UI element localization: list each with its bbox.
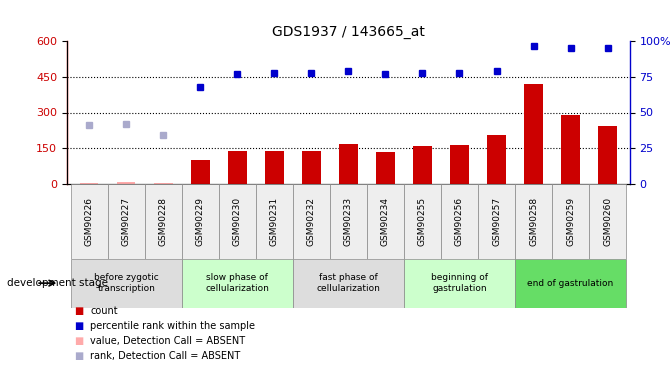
Bar (154, 183, 173, 184)
Text: GSM90258: GSM90258 (529, 196, 538, 246)
Text: percentile rank within the sample: percentile rank within the sample (90, 321, 255, 331)
Bar (265, 150, 283, 184)
Text: value, Detection Call = ABSENT: value, Detection Call = ABSENT (90, 336, 246, 346)
Text: GSM90257: GSM90257 (492, 196, 501, 246)
Bar (256, 184, 293, 259)
Text: ■: ■ (74, 336, 83, 346)
Text: before zygotic
transcription: before zygotic transcription (94, 273, 159, 293)
Bar (330, 184, 367, 259)
Text: GSM90234: GSM90234 (381, 197, 390, 246)
Text: GSM90231: GSM90231 (270, 196, 279, 246)
Bar (191, 160, 210, 184)
Bar (561, 115, 580, 184)
Bar (293, 259, 404, 308)
Bar (598, 126, 617, 184)
Bar (339, 144, 358, 184)
Text: GSM90227: GSM90227 (122, 197, 131, 246)
Text: GSM90233: GSM90233 (344, 196, 353, 246)
Bar (552, 184, 589, 259)
Text: GSM90226: GSM90226 (84, 197, 94, 246)
Text: ■: ■ (74, 351, 83, 361)
Text: fast phase of
cellularization: fast phase of cellularization (316, 273, 381, 293)
Bar (182, 259, 293, 308)
Text: GSM90228: GSM90228 (159, 197, 168, 246)
Bar (478, 184, 515, 259)
Bar (441, 184, 478, 259)
Bar (515, 184, 552, 259)
Bar (524, 84, 543, 184)
Text: slow phase of
cellularization: slow phase of cellularization (206, 273, 269, 293)
Bar (145, 184, 182, 259)
Bar (71, 259, 182, 308)
Bar (450, 145, 469, 184)
Bar (80, 183, 98, 184)
Text: beginning of
gastrulation: beginning of gastrulation (431, 273, 488, 293)
Text: GSM90260: GSM90260 (603, 196, 612, 246)
Bar (302, 150, 321, 184)
Bar (219, 184, 256, 259)
Bar (71, 184, 108, 259)
Text: end of gastrulation: end of gastrulation (527, 279, 614, 288)
Text: GSM90230: GSM90230 (232, 196, 242, 246)
Bar (117, 182, 135, 184)
Bar (404, 184, 441, 259)
Text: count: count (90, 306, 118, 316)
Bar (515, 259, 626, 308)
Bar (228, 151, 247, 184)
Bar (589, 184, 626, 259)
Bar (293, 184, 330, 259)
Text: ■: ■ (74, 306, 83, 316)
Text: GSM90255: GSM90255 (418, 196, 427, 246)
Bar (108, 184, 145, 259)
Title: GDS1937 / 143665_at: GDS1937 / 143665_at (272, 25, 425, 39)
Bar (367, 184, 404, 259)
Bar (404, 259, 515, 308)
Text: GSM90259: GSM90259 (566, 196, 575, 246)
Text: GSM90256: GSM90256 (455, 196, 464, 246)
Text: GSM90229: GSM90229 (196, 197, 205, 246)
Text: development stage: development stage (7, 278, 108, 288)
Bar (182, 184, 219, 259)
Text: GSM90232: GSM90232 (307, 197, 316, 246)
Text: rank, Detection Call = ABSENT: rank, Detection Call = ABSENT (90, 351, 241, 361)
Text: ■: ■ (74, 321, 83, 331)
Bar (487, 135, 506, 184)
Bar (376, 152, 395, 184)
Bar (413, 146, 431, 184)
